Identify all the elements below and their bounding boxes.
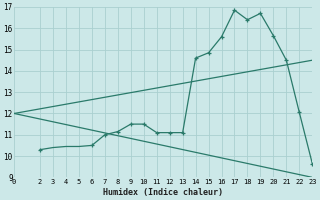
X-axis label: Humidex (Indice chaleur): Humidex (Indice chaleur) <box>103 188 223 197</box>
